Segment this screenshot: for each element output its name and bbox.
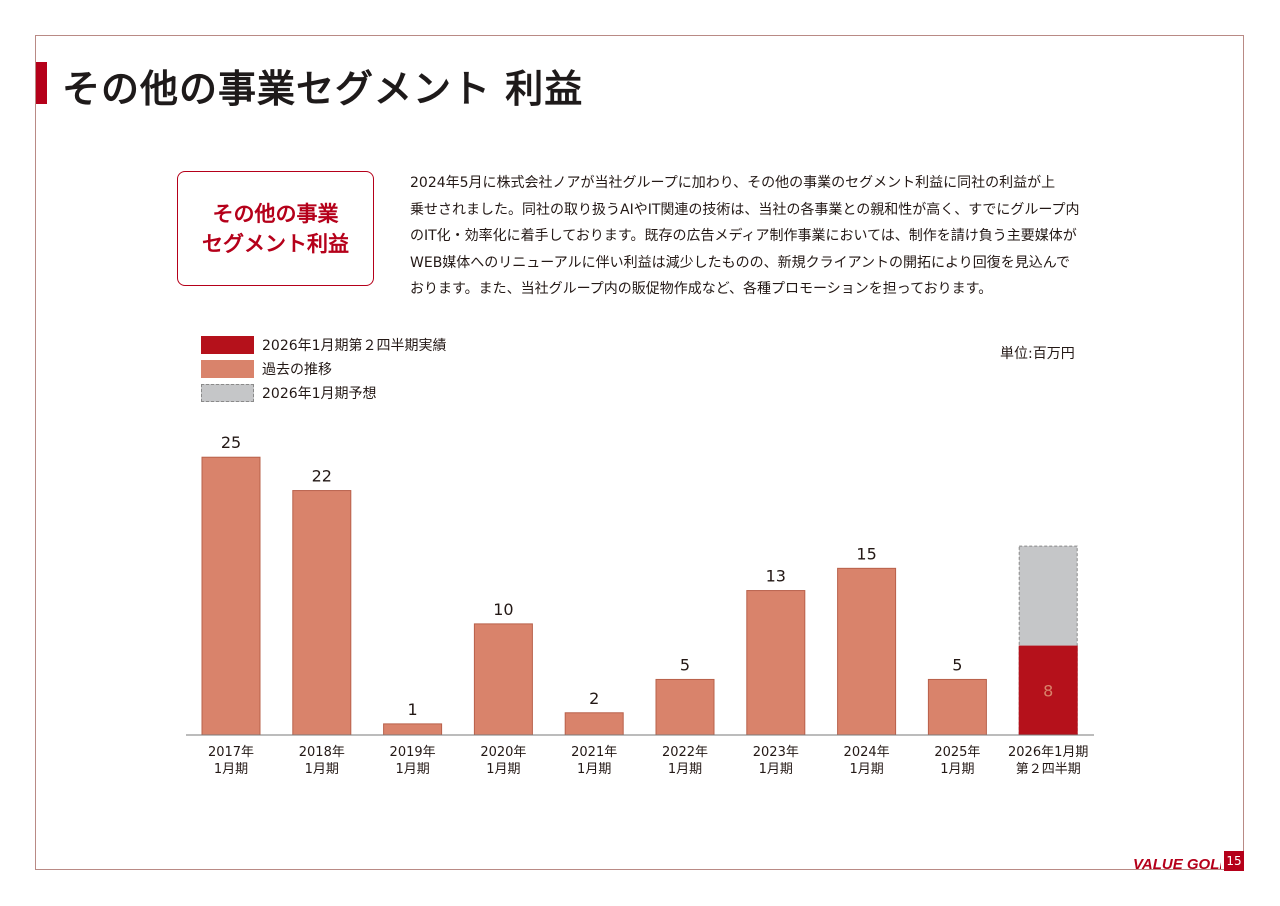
segment-box-line2: セグメント利益 (202, 231, 349, 256)
data-label: 5 (680, 655, 690, 674)
description-line: 2024年5月に株式会社ノアが当社グループに加わり、その他の事業のセグメント利益… (410, 175, 1056, 191)
legend-label-actual: 2026年1月期第２四半期実績 (262, 337, 447, 354)
description-line: のIT化・効率化に着手しております。既存の広告メディア制作事業においては、制作を… (410, 228, 1077, 244)
x-tick-label: 2018年 (299, 745, 345, 760)
description-line: WEB媒体へのリニューアルに伴い利益は減少したものの、新規クライアントの開拓によ… (410, 254, 1071, 271)
bar-actual (1018, 645, 1078, 736)
x-tick-label: 2017年 (208, 745, 254, 760)
x-tick-label: 2019年 (390, 745, 436, 760)
data-label: 15 (856, 544, 876, 563)
x-tick-label: 2024年 (844, 745, 890, 760)
page-number: 15 (1224, 851, 1244, 871)
logo-text: VALUE GOLF (1133, 856, 1221, 873)
data-label: 25 (221, 433, 241, 452)
description-text: 2024年5月に株式会社ノアが当社グループに加わり、その他の事業のセグメント利益… (410, 170, 1110, 303)
legend-item-forecast: 2026年1月期予想 (201, 381, 447, 404)
x-tick-label: 2021年 (571, 745, 617, 760)
slide-frame (35, 35, 1244, 870)
x-tick-label: 1月期 (759, 762, 793, 777)
data-label: 13 (766, 567, 786, 586)
x-tick-label: 2020年 (480, 745, 526, 760)
data-label: 1 (408, 700, 418, 719)
title-accent-bar (36, 62, 47, 104)
data-label: 2 (589, 689, 599, 708)
data-label: 22 (312, 467, 332, 486)
data-label: 10 (493, 600, 513, 619)
legend-swatch-forecast (201, 383, 254, 402)
unit-label: 単位:百万円 (1000, 346, 1075, 362)
legend-item-past: 過去の推移 (201, 357, 447, 380)
legend-label-forecast: 2026年1月期予想 (262, 385, 377, 402)
legend-swatch-past (201, 359, 254, 378)
bar (746, 590, 806, 736)
bar (292, 490, 352, 736)
legend-label-past: 過去の推移 (262, 361, 332, 378)
legend-item-actual: 2026年1月期第２四半期実績 (201, 333, 447, 356)
bar (201, 456, 261, 736)
x-tick-label: 2022年 (662, 745, 708, 760)
description-line: 乗せされました。同社の取り扱うAIやIT関連の技術は、当社の各事業との親和性が高… (410, 201, 1080, 218)
x-tick-label: 1月期 (214, 762, 248, 777)
value-golf-logo: VALUE GOLF (1133, 856, 1221, 873)
legend-swatch-actual (201, 335, 254, 354)
bar (383, 723, 443, 736)
data-label: 5 (952, 655, 962, 674)
data-label: 8 (1043, 682, 1053, 701)
x-tick-label: 1月期 (577, 762, 611, 777)
x-tick-label: 1月期 (486, 762, 520, 777)
segment-box: その他の事業 セグメント利益 (177, 171, 374, 286)
x-tick-label: 2026年1月期 (1008, 745, 1088, 760)
x-tick-label: 1月期 (940, 762, 974, 777)
x-tick-label: 1月期 (395, 762, 429, 777)
chart-legend: 2026年1月期第２四半期実績 過去の推移 2026年1月期予想 (201, 333, 447, 405)
x-tick-label: 第２四半期 (1016, 762, 1081, 777)
x-tick-label: 1月期 (849, 762, 883, 777)
x-tick-label: 2025年 (934, 745, 980, 760)
x-tick-label: 1月期 (668, 762, 702, 777)
bar (473, 623, 533, 736)
bar (927, 678, 987, 736)
x-tick-label: 2023年 (753, 745, 799, 760)
description-line: おります。また、当社グループ内の販促物作成など、各種プロモーションを担っておりま… (410, 281, 993, 297)
bar (564, 712, 624, 736)
segment-box-line1: その他の事業 (212, 201, 339, 226)
bar (655, 678, 715, 736)
page-title: その他の事業セグメント 利益 (62, 67, 584, 111)
x-tick-label: 1月期 (305, 762, 339, 777)
bar (837, 567, 897, 736)
